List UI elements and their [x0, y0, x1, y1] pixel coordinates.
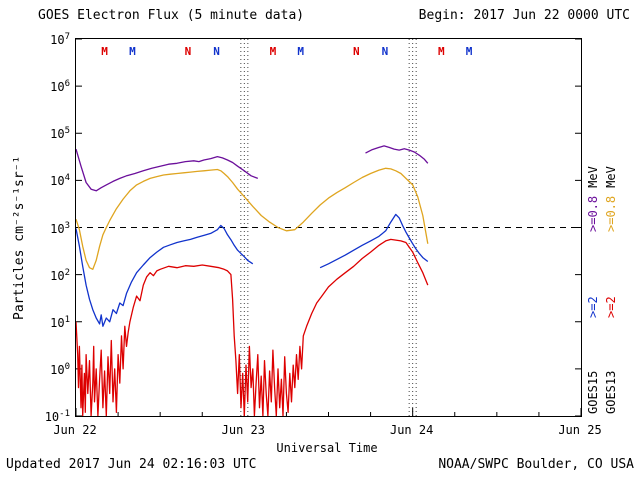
y-tick-label: 101	[50, 314, 70, 330]
chart-title: GOES Electron Flux (5 minute data)	[38, 8, 305, 23]
x-tick-label: Jun 25	[558, 423, 602, 437]
legend-goes15-low-energy: >=0.8 MeV	[586, 166, 600, 232]
legend-goes15-low-value: >=0.8	[586, 195, 600, 232]
source-attribution: NOAA/SWPC Boulder, CO USA	[438, 457, 634, 472]
midnight-noon-marker: M	[101, 45, 108, 58]
y-tick-label: 10-1	[44, 409, 70, 424]
legend-goes15-unit: MeV	[586, 166, 600, 188]
y-tick-label: 107	[50, 32, 70, 47]
midnight-noon-marker: M	[129, 45, 136, 58]
midnight-noon-marker: M	[466, 45, 473, 58]
midnight-noon-marker: N	[185, 45, 192, 58]
legend-goes13-satellite: GOES13	[604, 370, 618, 414]
updated-timestamp: Updated 2017 Jun 24 02:16:03 UTC	[6, 457, 257, 472]
y-tick-label: 106	[50, 79, 70, 95]
midnight-noon-marker: N	[353, 45, 360, 58]
y-tick-label: 103	[50, 220, 70, 236]
midnight-noon-marker: N	[382, 45, 389, 58]
x-axis-label: Universal Time	[276, 441, 378, 455]
midnight-noon-marker: N	[213, 45, 220, 58]
legend-goes13-unit: MeV	[604, 166, 618, 188]
y-axis-label: Particles cm⁻²s⁻¹sr⁻¹	[12, 155, 27, 320]
legend-goes13-high-energy: >=2	[604, 296, 618, 318]
midnight-noon-marker: M	[270, 45, 277, 58]
begin-time-label: Begin: 2017 Jun 22 0000 UTC	[418, 8, 630, 23]
x-tick-label: Jun 24	[389, 423, 434, 437]
y-tick-label: 105	[50, 126, 70, 142]
x-tick-label: Jun 22	[53, 423, 97, 437]
legend-goes13-low-value: >=0.8	[604, 195, 618, 232]
legend-goes15-high-energy: >=2	[586, 296, 600, 318]
y-tick-label: 104	[50, 173, 70, 189]
midnight-noon-marker: M	[438, 45, 445, 58]
x-tick-label: Jun 23	[221, 423, 266, 437]
legend-goes15-satellite: GOES15	[586, 370, 600, 414]
midnight-noon-marker: M	[297, 45, 304, 58]
y-tick-label: 100	[50, 361, 70, 377]
legend-goes13-low-energy: >=0.8 MeV	[604, 166, 618, 232]
y-tick-label: 102	[50, 267, 70, 283]
